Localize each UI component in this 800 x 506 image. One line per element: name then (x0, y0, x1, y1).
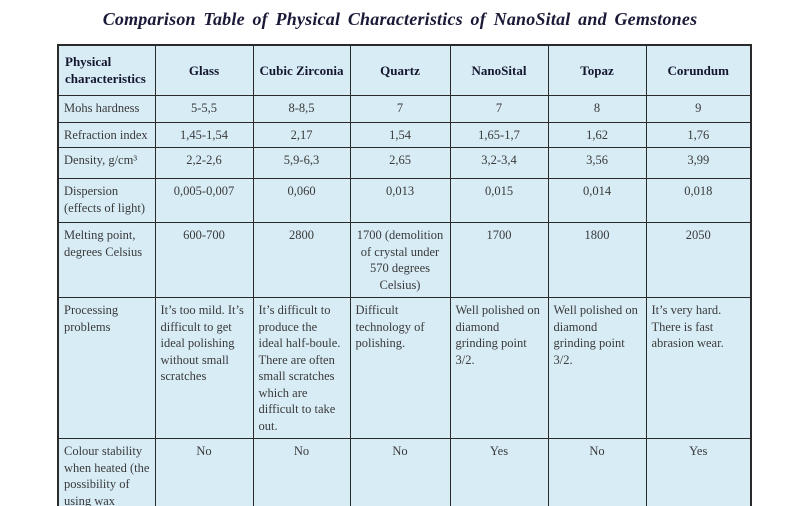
column-header-cubic-zirconia: Cubic Zirconia (252, 44, 351, 96)
table-cell: 0,005-0,007 (154, 178, 254, 223)
column-header-nanosital: NanoSital (449, 44, 549, 96)
row-label: Refraction index (57, 121, 156, 148)
table-cell: 9 (645, 94, 752, 123)
table-cell: 3,2-3,4 (449, 147, 549, 179)
column-header-corundum: Corundum (645, 44, 752, 96)
column-header-physical-characteristics: Physical characteristics (57, 44, 156, 96)
table-cell: 2,65 (349, 147, 451, 179)
table-cell: 1,76 (645, 121, 752, 148)
table-cell: 2,2-2,6 (154, 147, 254, 179)
table-cell: 0,060 (252, 178, 351, 223)
table-cell: 1,45-1,54 (154, 121, 254, 148)
table-cell: No (154, 438, 254, 506)
column-header-topaz: Topaz (547, 44, 647, 96)
row-label: Dispersion (effects of light) (57, 178, 156, 223)
table-cell: Difficult technology of polishing. (349, 297, 451, 439)
table-row-melting-point-degrees-celsius: Melting point, degrees Celsius 600-700 280… (57, 222, 752, 298)
table-cell: No (252, 438, 351, 506)
row-label: Mohs hardness (57, 94, 156, 123)
column-header-glass: Glass (154, 44, 254, 96)
table-cell: 5,9-6,3 (252, 147, 351, 179)
table-row-mohs-hardness: Mohs hardness 5-5,5 8-8,5 7 7 8 9 (57, 94, 752, 123)
table-cell: 3,56 (547, 147, 647, 179)
table-cell: 8 (547, 94, 647, 123)
row-label: Melting point, degrees Celsius (57, 222, 156, 298)
table-cell: Yes (645, 438, 752, 506)
table-cell: 1,62 (547, 121, 647, 148)
table-cell: No (349, 438, 451, 506)
table-cell: 1800 (547, 222, 647, 298)
table-cell: 1700 (demolition of crystal under 570 de… (349, 222, 451, 298)
page-title: Comparison Table of Physical Characteris… (102, 9, 698, 29)
table-cell: 5-5,5 (154, 94, 254, 123)
row-label: Processing problems (57, 297, 156, 439)
table-cell: 0,013 (349, 178, 451, 223)
table-cell: 0,018 (645, 178, 752, 223)
table-cell: It’s difficult to produce the ideal half… (252, 297, 351, 439)
table-row-dispersion-effects-of-light: Dispersion (effects of light) 0,005-0,007… (57, 178, 752, 223)
comparison-table: Physical characteristics Glass Cubic Zirco… (57, 44, 752, 506)
table-row-colour-stability-when-heated-t: Colour stability when heated (the possib… (57, 438, 752, 506)
table-cell: 0,014 (547, 178, 647, 223)
table-cell: It’s very hard. There is fast abrasion w… (645, 297, 752, 439)
table-cell: Yes (449, 438, 549, 506)
row-label: Colour stability when heated (the possib… (57, 438, 156, 506)
table-row-refraction-index: Refraction index 1,45-1,54 2,17 1,54 1,65-1,… (57, 121, 752, 148)
table-cell: 7 (449, 94, 549, 123)
table-cell: 0,015 (449, 178, 549, 223)
row-label: Density, g/cm³ (57, 147, 156, 179)
table-row-processing-problems: Processing problems It’s too mild. It’s d… (57, 297, 752, 439)
table-cell: 2800 (252, 222, 351, 298)
table-cell: 2,17 (252, 121, 351, 148)
table-cell: 3,99 (645, 147, 752, 179)
table-cell: 8-8,5 (252, 94, 351, 123)
table-cell: 1,65-1,7 (449, 121, 549, 148)
table-cell: No (547, 438, 647, 506)
table-cell: Well polished on diamond grinding point … (449, 297, 549, 439)
column-header-quartz: Quartz (349, 44, 451, 96)
table-cell: 600-700 (154, 222, 254, 298)
table-cell: It’s too mild. It’s difficult to get ide… (154, 297, 254, 439)
table-cell: 7 (349, 94, 451, 123)
header-row: Physical characteristics Glass Cubic Zirco… (57, 44, 752, 96)
table-body: Mohs hardness 5-5,5 8-8,5 7 7 8 9 Refraction in… (57, 94, 752, 506)
table-cell: 1700 (449, 222, 549, 298)
table-row-density-g-cm: Density, g/cm³ 2,2-2,6 5,9-6,3 2,65 3,2-3,4 3… (57, 147, 752, 179)
table-cell: 2050 (645, 222, 752, 298)
table-cell: Well polished on diamond grinding point … (547, 297, 647, 439)
table-cell: 1,54 (349, 121, 451, 148)
